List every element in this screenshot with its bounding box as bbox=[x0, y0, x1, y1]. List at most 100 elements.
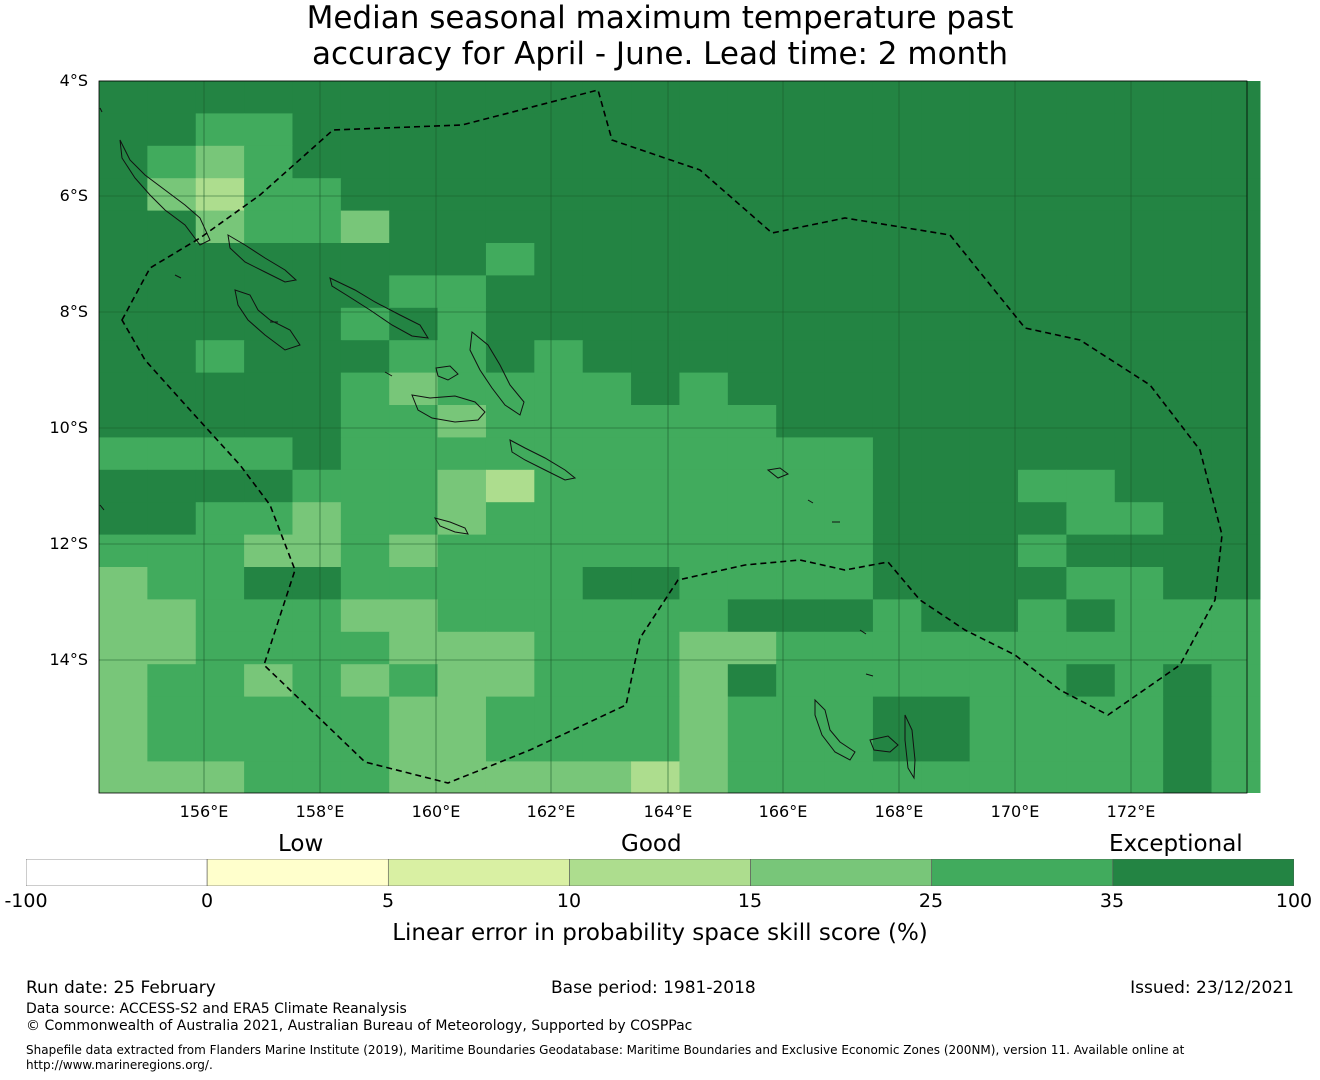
skill-cell bbox=[1114, 210, 1164, 244]
skill-cell bbox=[1066, 664, 1116, 698]
skill-cell bbox=[1066, 631, 1116, 665]
legend-category-exceptional: Exceptional bbox=[1109, 831, 1243, 857]
skill-cell bbox=[147, 437, 197, 471]
skill-cell bbox=[1211, 307, 1261, 341]
skill-cell bbox=[1114, 178, 1164, 212]
skill-cell bbox=[1211, 113, 1261, 147]
skill-cell bbox=[1018, 502, 1067, 536]
skill-cell bbox=[969, 696, 1019, 730]
skill-cell bbox=[824, 210, 874, 244]
skill-cell bbox=[679, 178, 729, 212]
colorbar-segment bbox=[1112, 859, 1294, 886]
santa-isabel-island bbox=[329, 277, 429, 339]
small-islets bbox=[99, 107, 874, 677]
skill-cell bbox=[1114, 307, 1164, 341]
skill-cell bbox=[921, 761, 971, 793]
skill-cell bbox=[727, 696, 777, 730]
skill-cell bbox=[99, 729, 148, 762]
skill-cell bbox=[1018, 437, 1067, 471]
skill-cell bbox=[244, 405, 294, 438]
skill-cell bbox=[824, 534, 874, 568]
choiseul-island bbox=[227, 234, 298, 283]
skill-cell bbox=[292, 145, 342, 179]
skill-cell bbox=[99, 243, 148, 276]
skill-cell bbox=[727, 81, 777, 114]
skill-cell bbox=[921, 405, 971, 438]
skill-cell bbox=[99, 469, 148, 503]
skill-cell bbox=[969, 81, 1019, 114]
skill-cell bbox=[534, 307, 584, 341]
skill-cell bbox=[1066, 405, 1116, 438]
skill-cell bbox=[1163, 502, 1213, 536]
skill-cell bbox=[1163, 340, 1213, 374]
skill-grid bbox=[99, 81, 1261, 793]
skill-cell bbox=[921, 631, 971, 665]
skill-cell bbox=[582, 664, 632, 698]
skill-cell bbox=[679, 340, 729, 374]
skill-cell bbox=[437, 145, 487, 179]
colorbar-segment bbox=[206, 859, 389, 886]
skill-cell bbox=[195, 145, 245, 179]
skill-cell bbox=[1066, 81, 1116, 114]
skill-cell bbox=[292, 372, 342, 406]
shapefile-credit: Shapefile data extracted from Flanders M… bbox=[26, 1043, 1185, 1057]
lon-label-168e: 168°E bbox=[874, 802, 924, 821]
map-frame bbox=[98, 80, 1248, 794]
colorbar-tick-5: 5 bbox=[381, 890, 395, 912]
skill-cell bbox=[1211, 502, 1261, 536]
skill-cell bbox=[824, 307, 874, 341]
skill-cell bbox=[631, 664, 681, 698]
skill-cell bbox=[776, 664, 826, 698]
skill-cell bbox=[147, 696, 197, 730]
bougainville-island bbox=[119, 139, 211, 246]
skill-cell bbox=[195, 437, 245, 471]
skill-cell bbox=[389, 469, 439, 503]
skill-cell bbox=[824, 113, 874, 147]
colorbar-segment bbox=[387, 859, 570, 886]
skill-cell bbox=[727, 307, 777, 341]
skill-cell bbox=[340, 372, 390, 406]
skill-cell bbox=[1114, 502, 1164, 536]
skill-cell bbox=[437, 307, 487, 341]
makira-island bbox=[509, 439, 577, 481]
skill-cell bbox=[727, 567, 777, 600]
skill-cell bbox=[244, 210, 294, 244]
malekula-island bbox=[869, 735, 899, 753]
skill-cell bbox=[776, 469, 826, 503]
skill-cell bbox=[921, 696, 971, 730]
skill-cell bbox=[679, 534, 729, 568]
skill-cell bbox=[969, 145, 1019, 179]
skill-cell bbox=[292, 275, 342, 309]
skill-cell bbox=[1066, 372, 1116, 406]
skill-cell bbox=[631, 469, 681, 503]
skill-cell bbox=[921, 599, 971, 633]
colorbar-label: Linear error in probability space skill … bbox=[392, 920, 928, 946]
skill-cell bbox=[872, 275, 922, 309]
skill-cell bbox=[244, 307, 294, 341]
skill-cell bbox=[534, 113, 584, 147]
skill-cell bbox=[969, 210, 1019, 244]
marineregions-link[interactable]: http://www.marineregions.org/. bbox=[26, 1058, 213, 1072]
skill-cell bbox=[824, 178, 874, 212]
skill-cell bbox=[292, 405, 342, 438]
colorbar-segment bbox=[750, 859, 933, 886]
skill-cell bbox=[1114, 405, 1164, 438]
skill-cell bbox=[340, 178, 390, 212]
skill-cell bbox=[1018, 243, 1067, 276]
colorbar-tick-100: 100 bbox=[1275, 890, 1313, 912]
skill-cell bbox=[921, 275, 971, 309]
skill-cell bbox=[292, 502, 342, 536]
skill-cell bbox=[99, 145, 148, 179]
skill-cell bbox=[485, 469, 535, 503]
skill-cell bbox=[485, 340, 535, 374]
copyright: © Commonwealth of Australia 2021, Austra… bbox=[26, 1018, 693, 1034]
skill-cell bbox=[99, 405, 148, 438]
skill-cell bbox=[727, 502, 777, 536]
skill-cell bbox=[99, 502, 148, 536]
skill-cell bbox=[534, 243, 584, 276]
skill-cell bbox=[99, 664, 148, 698]
skill-cell bbox=[921, 502, 971, 536]
skill-cell bbox=[872, 502, 922, 536]
skill-cell bbox=[679, 664, 729, 698]
skill-cell bbox=[1163, 729, 1213, 762]
